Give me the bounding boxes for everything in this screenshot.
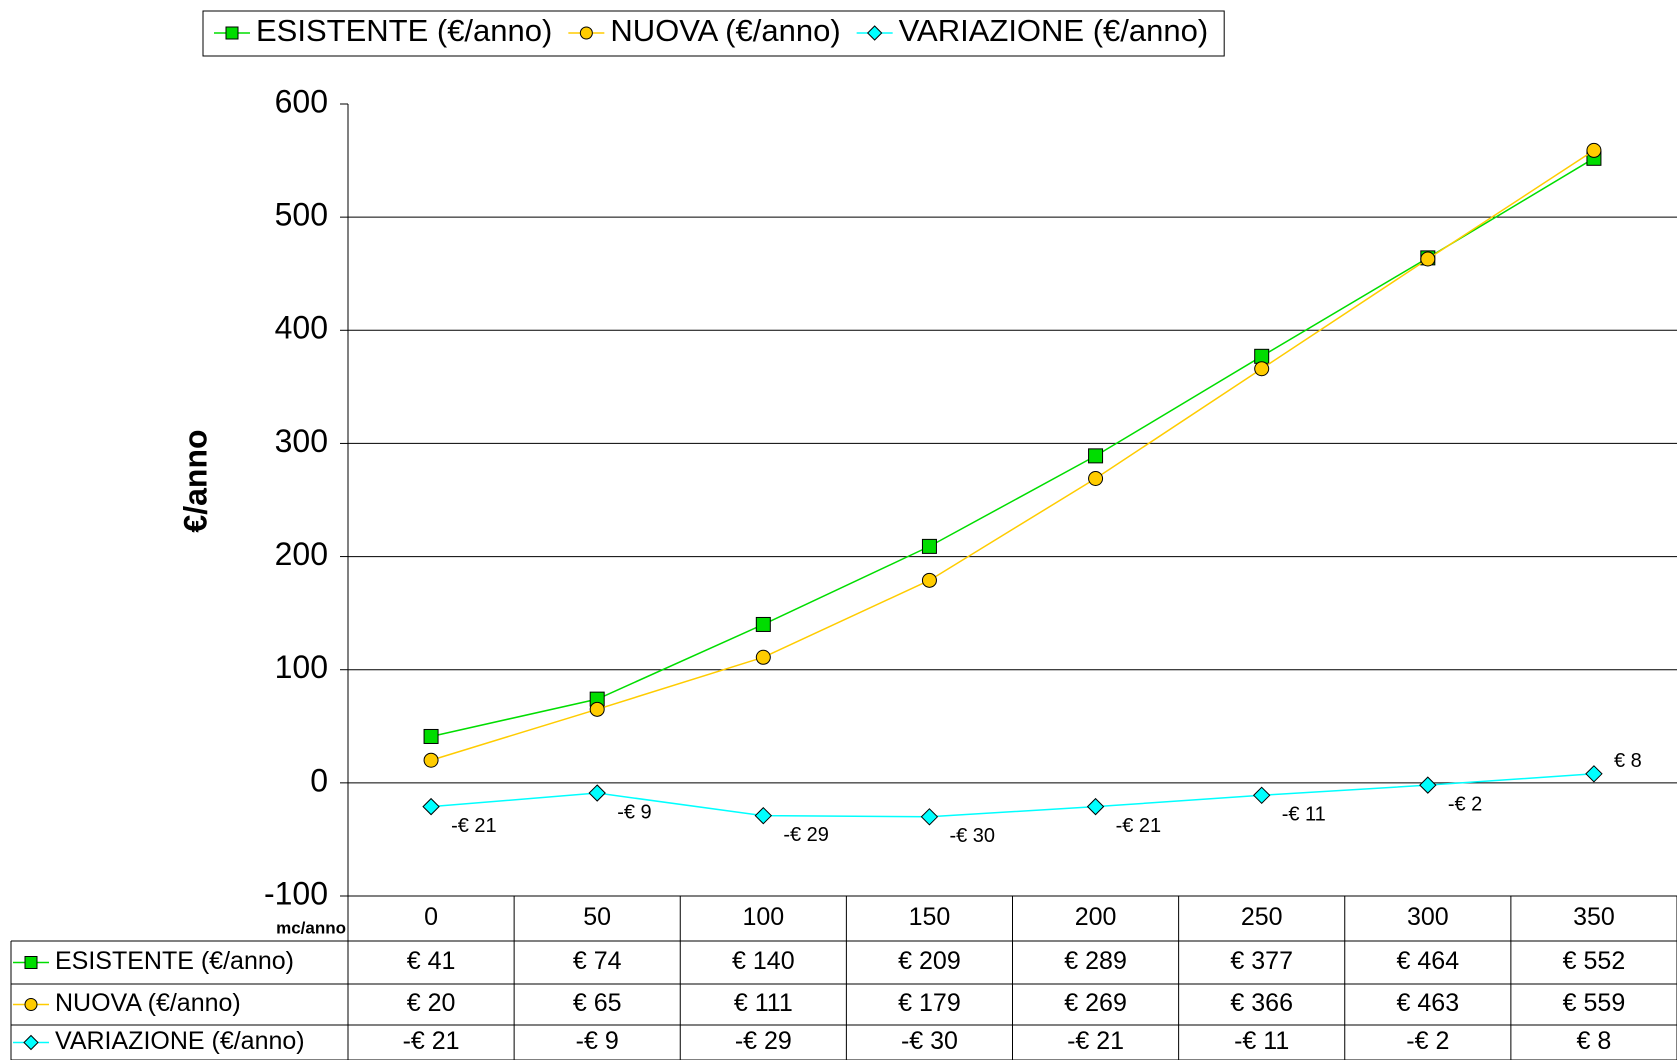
table-cell: € 179 xyxy=(898,989,961,1017)
legend-marker xyxy=(24,998,38,1011)
marker xyxy=(1088,448,1104,464)
table-cell: € 65 xyxy=(573,989,622,1017)
table-row-label: NUOVA (€/anno) xyxy=(55,989,241,1017)
table-cell: -€ 30 xyxy=(901,1027,958,1055)
table-cell: € 552 xyxy=(1563,947,1626,975)
legend-marker xyxy=(24,956,38,969)
marker xyxy=(1254,348,1270,364)
x-tick-label: 100 xyxy=(742,903,784,931)
legend-box xyxy=(202,10,1225,57)
series-line xyxy=(430,149,1595,761)
marker xyxy=(423,752,439,768)
data-label: -€ 9 xyxy=(617,801,651,823)
x-tick-label: 150 xyxy=(909,903,951,931)
table-cell: € 269 xyxy=(1064,989,1127,1017)
marker xyxy=(1585,765,1603,783)
marker xyxy=(755,649,771,665)
marker xyxy=(755,616,771,632)
data-label: -€ 21 xyxy=(451,815,497,837)
y-tick-label: 200 xyxy=(275,536,328,572)
legend-marker xyxy=(866,25,883,41)
table-cell: € 377 xyxy=(1230,947,1293,975)
marker xyxy=(422,797,440,816)
legend-label: NUOVA (€/anno) xyxy=(610,13,840,48)
marker xyxy=(1086,797,1105,816)
table-row-label: VARIAZIONE (€/anno) xyxy=(55,1027,305,1055)
marker xyxy=(921,572,937,588)
table-cell: € 464 xyxy=(1397,947,1460,975)
marker xyxy=(423,728,439,744)
data-label: -€ 11 xyxy=(1282,804,1326,826)
legend-label: ESISTENTE (€/anno) xyxy=(256,13,552,48)
table-cell: -€ 9 xyxy=(576,1027,619,1055)
table-cell: € 366 xyxy=(1230,989,1293,1017)
series-line xyxy=(430,157,1595,738)
table-cell: € 20 xyxy=(407,989,456,1017)
marker xyxy=(1420,251,1436,267)
y-tick-label: 400 xyxy=(275,310,328,346)
y-tick-label: 100 xyxy=(275,649,328,685)
y-tick-label: 500 xyxy=(275,197,328,233)
marker xyxy=(588,784,606,802)
y-tick-label: 600 xyxy=(275,83,328,119)
table-cell: -€ 21 xyxy=(403,1027,460,1055)
marker xyxy=(754,806,773,825)
marker xyxy=(1586,142,1602,158)
marker xyxy=(1419,776,1437,794)
x-tick-label: 350 xyxy=(1573,903,1615,931)
table-cell: € 41 xyxy=(407,947,456,975)
marker xyxy=(921,538,937,554)
y-tick-label: 300 xyxy=(275,423,328,459)
x-axis-label: mc/anno xyxy=(276,918,346,937)
table-cell: € 559 xyxy=(1563,989,1626,1017)
data-label: € 8 xyxy=(1614,750,1642,772)
legend-marker xyxy=(225,26,239,40)
data-label: -€ 29 xyxy=(783,824,829,846)
y-tick-label: -100 xyxy=(264,875,328,911)
table-cell: -€ 21 xyxy=(1067,1027,1124,1055)
table-row-label: ESISTENTE (€/anno) xyxy=(55,947,294,975)
x-tick-label: 300 xyxy=(1407,903,1449,931)
x-tick-label: 200 xyxy=(1075,903,1117,931)
table-cell: € 74 xyxy=(573,947,622,975)
y-axis-label: €/anno xyxy=(177,429,213,532)
legend-marker xyxy=(579,26,593,40)
marker xyxy=(1088,471,1104,487)
x-tick-label: 250 xyxy=(1241,903,1283,931)
data-label: -€ 30 xyxy=(949,825,995,847)
x-tick-label: 50 xyxy=(583,903,611,931)
table-cell: € 140 xyxy=(732,947,795,975)
table-cell: -€ 2 xyxy=(1406,1027,1449,1055)
table-cell: € 463 xyxy=(1397,989,1460,1017)
table-cell: € 8 xyxy=(1577,1027,1612,1055)
data-label: -€ 21 xyxy=(1116,815,1162,837)
table-cell: € 289 xyxy=(1064,947,1127,975)
marker xyxy=(1254,361,1270,377)
marker xyxy=(920,808,939,826)
table-cell: € 111 xyxy=(734,989,793,1017)
table-cell: -€ 11 xyxy=(1234,1027,1289,1055)
data-label: -€ 2 xyxy=(1448,793,1482,815)
marker xyxy=(589,701,605,717)
marker xyxy=(1252,786,1271,805)
legend-label: VARIAZIONE (€/anno) xyxy=(899,13,1209,48)
series-line xyxy=(431,773,1594,818)
y-tick-label: 0 xyxy=(310,762,328,798)
legend-marker xyxy=(23,1034,39,1051)
x-tick-label: 0 xyxy=(424,903,438,931)
table-cell: -€ 29 xyxy=(735,1027,792,1055)
data-table xyxy=(10,895,1677,1060)
table-cell: € 209 xyxy=(898,947,961,975)
